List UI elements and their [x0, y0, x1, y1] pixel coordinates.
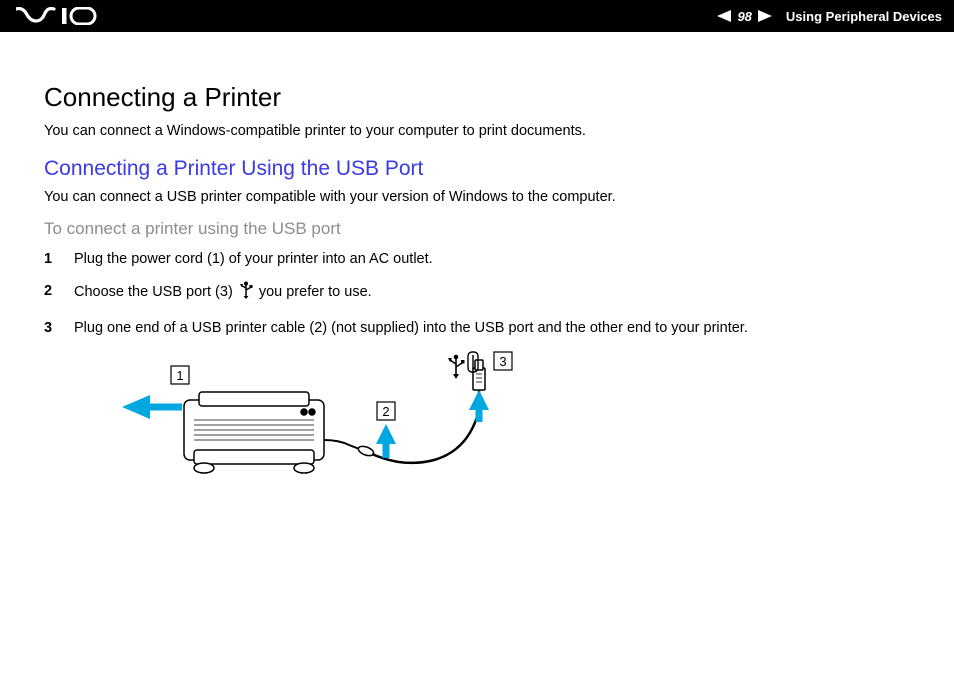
next-page-arrow[interactable] [758, 10, 772, 22]
task-title: To connect a printer using the USB port [44, 219, 910, 239]
page-content: Connecting a Printer You can connect a W… [0, 32, 954, 535]
connection-diagram: 1 [104, 350, 604, 515]
header-nav: 98 Using Peripheral Devices [717, 9, 942, 24]
header-bar: 98 Using Peripheral Devices [0, 0, 954, 32]
step-text: Choose the USB port (3) you prefer to us… [74, 284, 372, 300]
steps-list: Plug the power cord (1) of your printer … [44, 249, 910, 338]
vaio-logo [16, 7, 108, 25]
step-item: Choose the USB port (3) you prefer to us… [44, 281, 910, 305]
subtitle: Connecting a Printer Using the USB Port [44, 157, 910, 181]
step-item: Plug one end of a USB printer cable (2) … [44, 318, 910, 338]
page-number: 98 [737, 9, 751, 24]
usb-icon [239, 281, 253, 305]
sub-intro-text: You can connect a USB printer compatible… [44, 189, 910, 205]
step-item: Plug the power cord (1) of your printer … [44, 249, 910, 269]
page-title: Connecting a Printer [44, 82, 910, 113]
prev-page-arrow[interactable] [717, 10, 731, 22]
step-text: Plug the power cord (1) of your printer … [74, 251, 433, 267]
section-label: Using Peripheral Devices [786, 9, 942, 24]
step-text: Plug one end of a USB printer cable (2) … [74, 320, 748, 336]
svg-text:2: 2 [382, 404, 389, 419]
svg-text:3: 3 [499, 354, 506, 369]
svg-text:1: 1 [176, 368, 183, 383]
intro-text: You can connect a Windows-compatible pri… [44, 123, 910, 139]
